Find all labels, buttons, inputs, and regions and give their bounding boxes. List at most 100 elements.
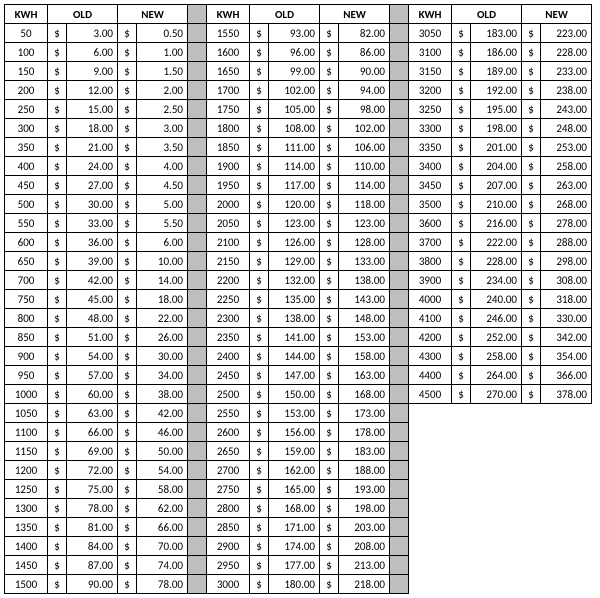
old-value-cell: 48.00 xyxy=(67,309,118,328)
currency-cell: $ xyxy=(452,157,471,176)
currency-cell: $ xyxy=(118,556,137,575)
kwh-cell: 3400 xyxy=(409,157,452,176)
old-value-cell: 138.00 xyxy=(269,309,320,328)
block-spacer xyxy=(188,138,207,157)
old-value-cell: 3.00 xyxy=(67,24,118,43)
new-value-cell: 223.00 xyxy=(541,24,592,43)
block-spacer xyxy=(188,461,207,480)
table-row: 850$51.00$26.002350$141.00$153.004200$25… xyxy=(5,328,592,347)
empty-cell xyxy=(541,423,592,442)
old-value-cell: 195.00 xyxy=(471,100,522,119)
old-value-cell: 51.00 xyxy=(67,328,118,347)
currency-cell: $ xyxy=(250,309,269,328)
table-row: 450$27.00$4.501950$117.00$114.003450$207… xyxy=(5,176,592,195)
old-value-cell: 129.00 xyxy=(269,252,320,271)
currency-cell: $ xyxy=(522,43,541,62)
new-value-cell: 193.00 xyxy=(339,480,390,499)
old-value-cell: 111.00 xyxy=(269,138,320,157)
old-value-cell: 168.00 xyxy=(269,499,320,518)
empty-cell xyxy=(522,556,541,575)
currency-cell: $ xyxy=(118,328,137,347)
new-value-cell: 198.00 xyxy=(339,499,390,518)
currency-cell: $ xyxy=(320,537,339,556)
currency-cell: $ xyxy=(118,214,137,233)
currency-cell: $ xyxy=(320,271,339,290)
kwh-cell: 250 xyxy=(5,100,48,119)
kwh-cell: 1050 xyxy=(5,404,48,423)
currency-cell: $ xyxy=(48,176,67,195)
currency-cell: $ xyxy=(118,347,137,366)
currency-cell: $ xyxy=(250,575,269,594)
new-value-cell: 228.00 xyxy=(541,43,592,62)
kwh-cell: 2650 xyxy=(207,442,250,461)
empty-cell xyxy=(471,518,522,537)
currency-cell: $ xyxy=(250,442,269,461)
kwh-cell: 650 xyxy=(5,252,48,271)
kwh-cell: 1500 xyxy=(5,575,48,594)
currency-cell: $ xyxy=(452,271,471,290)
table-row: 150$9.00$1.501650$99.00$90.003150$189.00… xyxy=(5,62,592,81)
currency-cell: $ xyxy=(118,518,137,537)
currency-cell: $ xyxy=(320,423,339,442)
table-row: 1450$87.00$74.002950$177.00$213.00 xyxy=(5,556,592,575)
new-value-cell: 143.00 xyxy=(339,290,390,309)
empty-cell xyxy=(471,423,522,442)
old-value-cell: 105.00 xyxy=(269,100,320,119)
new-value-cell: 1.00 xyxy=(137,43,188,62)
currency-cell: $ xyxy=(250,138,269,157)
block-spacer xyxy=(390,24,409,43)
block-spacer xyxy=(188,537,207,556)
block-spacer xyxy=(390,537,409,556)
table-row: 550$33.00$5.502050$123.00$123.003600$216… xyxy=(5,214,592,233)
currency-cell: $ xyxy=(452,176,471,195)
block-spacer xyxy=(188,442,207,461)
empty-cell xyxy=(452,480,471,499)
new-value-cell: 110.00 xyxy=(339,157,390,176)
kwh-cell: 2450 xyxy=(207,366,250,385)
old-value-cell: 174.00 xyxy=(269,537,320,556)
currency-cell: $ xyxy=(250,195,269,214)
old-value-cell: 117.00 xyxy=(269,176,320,195)
block-spacer xyxy=(390,423,409,442)
empty-cell xyxy=(471,575,522,594)
kwh-cell: 3450 xyxy=(409,176,452,195)
table-row: 1200$72.00$54.002700$162.00$188.00 xyxy=(5,461,592,480)
new-value-cell: 50.00 xyxy=(137,442,188,461)
block-spacer xyxy=(390,328,409,347)
old-value-cell: 81.00 xyxy=(67,518,118,537)
column-header: KWH xyxy=(5,5,48,24)
currency-cell: $ xyxy=(320,328,339,347)
currency-cell: $ xyxy=(522,290,541,309)
empty-cell xyxy=(409,404,452,423)
kwh-cell: 2800 xyxy=(207,499,250,518)
new-value-cell: 5.00 xyxy=(137,195,188,214)
kwh-cell: 1800 xyxy=(207,119,250,138)
kwh-cell: 3900 xyxy=(409,271,452,290)
currency-cell: $ xyxy=(48,81,67,100)
block-spacer xyxy=(390,233,409,252)
table-row: 200$12.00$2.001700$102.00$94.003200$192.… xyxy=(5,81,592,100)
empty-cell xyxy=(471,442,522,461)
currency-cell: $ xyxy=(118,366,137,385)
empty-cell xyxy=(452,404,471,423)
currency-cell: $ xyxy=(320,157,339,176)
new-value-cell: 173.00 xyxy=(339,404,390,423)
currency-cell: $ xyxy=(118,423,137,442)
new-value-cell: 58.00 xyxy=(137,480,188,499)
new-value-cell: 38.00 xyxy=(137,385,188,404)
currency-cell: $ xyxy=(118,138,137,157)
new-value-cell: 308.00 xyxy=(541,271,592,290)
block-spacer xyxy=(188,195,207,214)
kwh-cell: 4000 xyxy=(409,290,452,309)
currency-cell: $ xyxy=(118,537,137,556)
new-value-cell: 342.00 xyxy=(541,328,592,347)
new-value-cell: 5.50 xyxy=(137,214,188,233)
currency-cell: $ xyxy=(118,480,137,499)
currency-cell: $ xyxy=(118,62,137,81)
kwh-cell: 2400 xyxy=(207,347,250,366)
old-value-cell: 30.00 xyxy=(67,195,118,214)
kwh-cell: 4100 xyxy=(409,309,452,328)
old-value-cell: 60.00 xyxy=(67,385,118,404)
currency-cell: $ xyxy=(522,347,541,366)
old-value-cell: 69.00 xyxy=(67,442,118,461)
